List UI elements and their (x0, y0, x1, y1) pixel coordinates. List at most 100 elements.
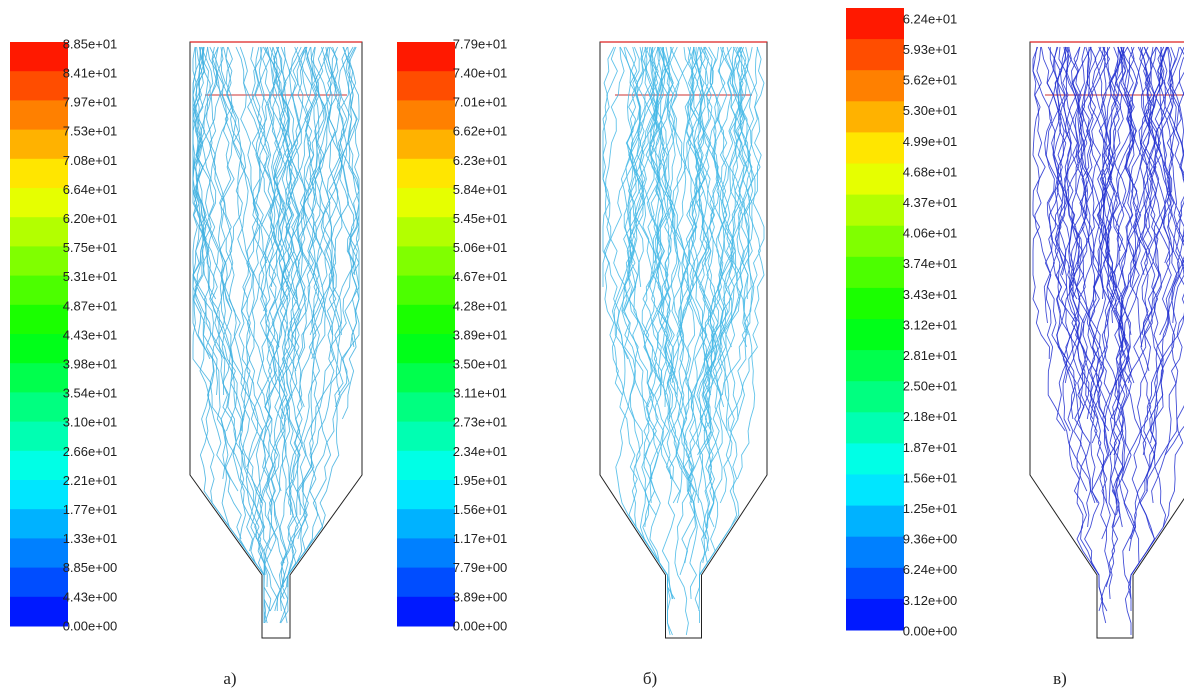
pathline (285, 46, 333, 587)
colorbar-band (397, 100, 455, 131)
colorbar-band (846, 350, 904, 382)
pathline (729, 46, 755, 348)
colorbar-band (10, 188, 68, 218)
caption: а) (223, 669, 236, 688)
colorbar-band (397, 42, 455, 72)
colorbar-label: 7.97e+01 (63, 95, 118, 110)
pathline (694, 46, 747, 623)
pathline (263, 46, 299, 312)
colorbar-label: 4.68e+01 (903, 164, 958, 179)
pathline (688, 46, 719, 396)
colorbar-band (10, 596, 68, 627)
pathline (1053, 46, 1104, 612)
pathline (736, 46, 758, 480)
colorbar-label: 4.67e+01 (453, 269, 508, 284)
colorbar-label: 5.31e+01 (63, 269, 118, 284)
colorbar-label: 3.12e+01 (903, 317, 958, 332)
colorbar-band (846, 505, 904, 538)
pathline (1048, 46, 1107, 624)
colorbar-band (846, 70, 904, 102)
pathline (192, 46, 256, 564)
pathline (1154, 46, 1184, 456)
colorbar-label: 1.17e+01 (453, 531, 508, 546)
pathline (666, 46, 705, 576)
colorbar-label: 5.75e+01 (63, 240, 118, 255)
colorbar-label: 3.74e+01 (903, 256, 958, 271)
pathline (629, 46, 661, 480)
colorbar-band (10, 509, 68, 539)
colorbar-band (10, 42, 68, 72)
pathline (684, 46, 717, 360)
colorbar-band (846, 443, 904, 475)
pathline (1128, 46, 1171, 552)
colorbar-label: 5.45e+01 (453, 211, 508, 226)
pathline (1148, 46, 1184, 468)
pathline (250, 46, 290, 288)
pathline (309, 46, 354, 336)
pathline (247, 46, 272, 420)
colorbar-band (10, 450, 68, 481)
colorbar-band (846, 474, 904, 507)
colorbar-band (397, 188, 455, 218)
colorbar-band (397, 538, 455, 569)
pathline (192, 46, 211, 360)
pathline (1099, 46, 1124, 456)
colorbar-band (10, 304, 68, 335)
pathline (269, 46, 332, 612)
colorbar-band (846, 319, 904, 351)
colorbar-band (397, 246, 455, 277)
pathline (713, 46, 735, 348)
colorbar-band (10, 334, 68, 364)
pathline (620, 46, 676, 600)
pathline (1126, 46, 1152, 372)
pathline (738, 46, 761, 336)
pathline (296, 46, 355, 564)
pathline (1032, 46, 1077, 420)
colorbar-label: 5.84e+01 (453, 182, 508, 197)
pathline (264, 46, 299, 576)
colorbar-label: 6.24e+00 (903, 562, 958, 577)
pathline (1069, 46, 1097, 288)
pathline (721, 46, 765, 432)
pathline (270, 46, 302, 288)
colorbar-band (10, 538, 68, 569)
colorbar-label: 5.62e+01 (903, 73, 958, 88)
pathline (1141, 46, 1173, 336)
pathline (644, 46, 682, 288)
pathline (1097, 46, 1115, 396)
colorbar-band (397, 158, 455, 189)
pathline (683, 46, 725, 587)
pathline (647, 46, 670, 384)
colorbar-label: 5.06e+01 (453, 240, 508, 255)
colorbar-band (397, 217, 455, 247)
colorbar-band (397, 596, 455, 627)
colorbar-label: 1.56e+01 (453, 502, 508, 517)
pathline (1053, 46, 1096, 504)
colorbar-label: 3.54e+01 (63, 386, 118, 401)
pathline (224, 46, 289, 624)
pathline (280, 46, 307, 492)
colorbar-label: 7.01e+01 (453, 95, 508, 110)
pathline (1054, 46, 1081, 384)
pathline (193, 46, 226, 396)
pathline (1072, 46, 1094, 420)
colorbar-label: 7.53e+01 (63, 124, 118, 139)
pathline (1086, 46, 1104, 504)
panel: 6.24e+01 5.93e+01 5.62e+01 5.30e+01 4.99e+01… (846, 8, 1184, 688)
pathline (679, 46, 708, 564)
pathline (245, 46, 290, 552)
colorbar-label: 5.30e+01 (903, 103, 958, 118)
colorbar-band (10, 71, 68, 101)
pathline (209, 46, 235, 480)
colorbar-label: 1.33e+01 (63, 531, 118, 546)
colorbar-band (10, 392, 68, 423)
pathline (192, 46, 217, 300)
pathline (1043, 47, 1066, 324)
pathline (1151, 46, 1179, 504)
colorbar-label: 3.43e+01 (903, 287, 958, 302)
caption: б) (643, 669, 657, 688)
pathline (677, 46, 703, 420)
pathline (1160, 46, 1184, 286)
colorbar-label: 2.50e+01 (903, 379, 958, 394)
